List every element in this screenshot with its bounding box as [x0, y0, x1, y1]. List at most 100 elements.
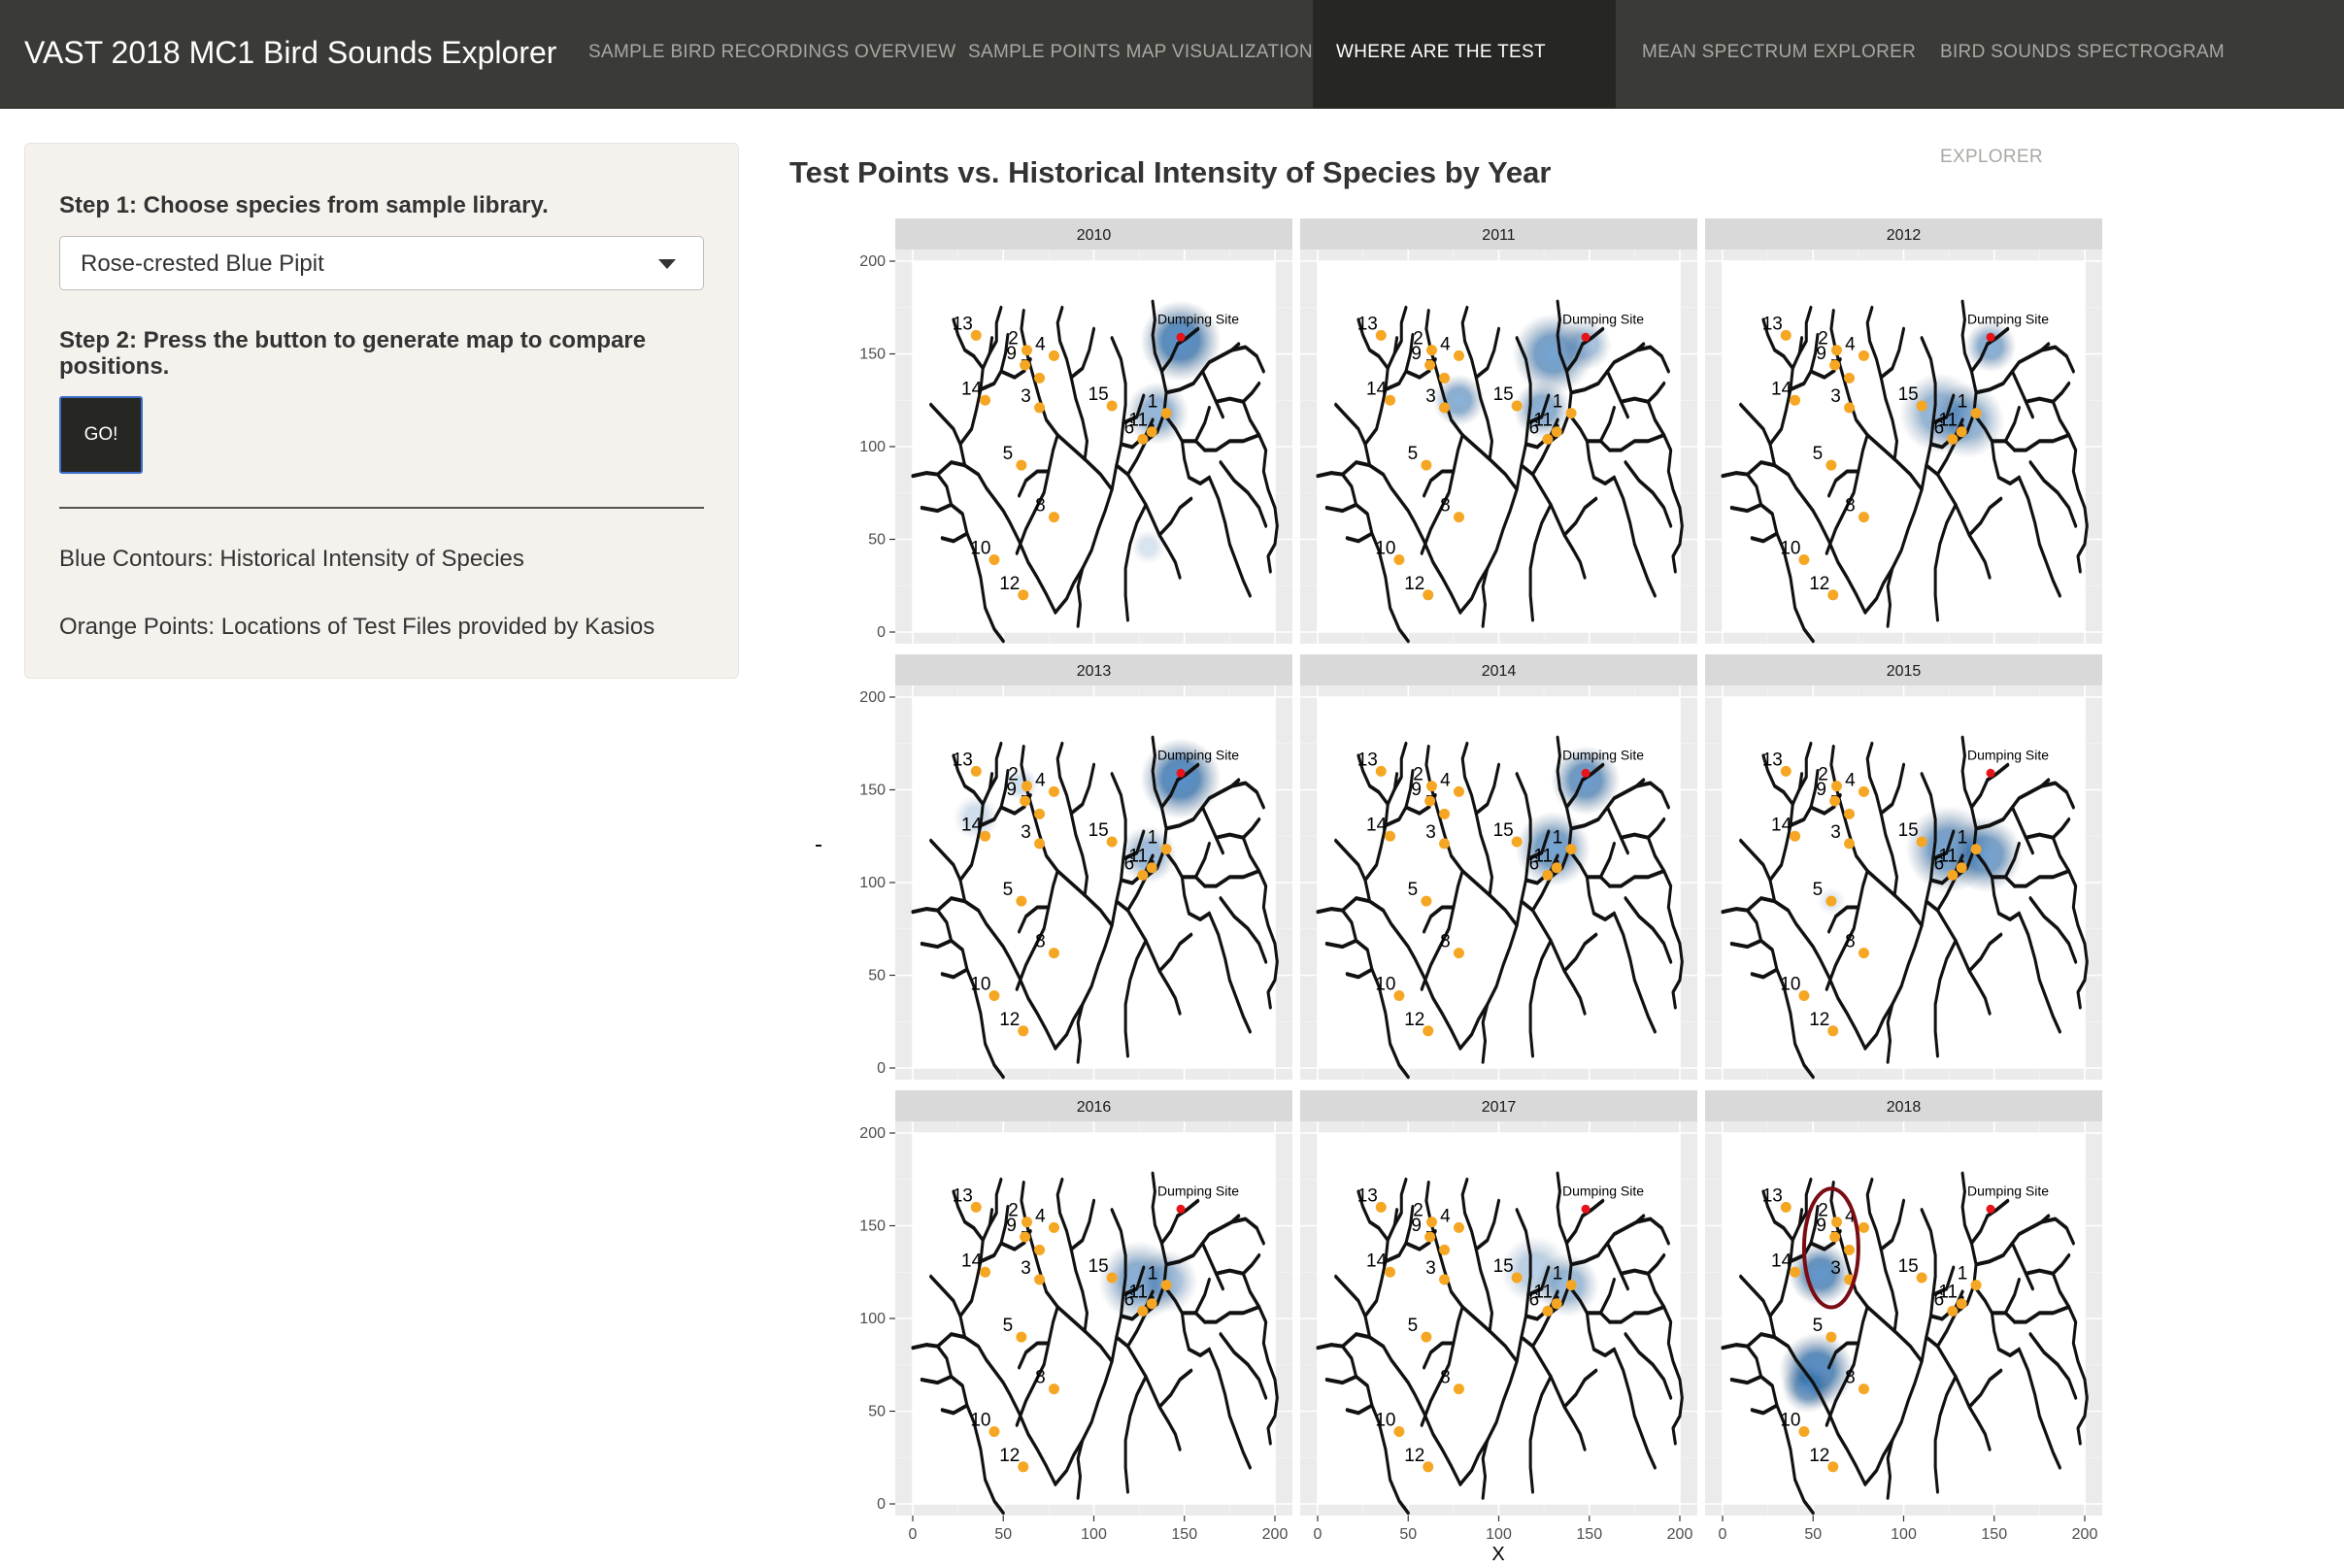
- test-point-label: 1: [1148, 392, 1158, 413]
- test-point: [1423, 1461, 1434, 1473]
- test-point-label: 6: [1934, 853, 1945, 874]
- test-point-label: 10: [970, 539, 990, 559]
- test-point: [1439, 838, 1451, 850]
- intensity-contour: [1130, 529, 1166, 565]
- test-point: [1970, 1280, 1982, 1291]
- test-point: [1511, 400, 1523, 412]
- test-point-label: 15: [1088, 384, 1109, 405]
- test-point: [1947, 433, 1959, 445]
- map-background: [1318, 697, 1680, 1068]
- y-tick-label: 50: [868, 532, 886, 549]
- test-point-label: 13: [953, 750, 973, 770]
- y-tick-label: 200: [859, 1125, 886, 1142]
- test-point: [1453, 785, 1464, 797]
- test-point: [1830, 345, 1842, 356]
- test-point-label: 15: [1088, 820, 1109, 841]
- test-point: [1453, 1221, 1464, 1233]
- test-point: [1844, 838, 1856, 850]
- test-point: [1106, 1272, 1118, 1284]
- map-background: [1318, 1133, 1680, 1504]
- test-point-label: 6: [1934, 1289, 1945, 1310]
- test-point-label: 9: [1006, 344, 1017, 364]
- test-point: [1798, 990, 1810, 1002]
- dumping-site-label: Dumping Site: [1967, 311, 2049, 326]
- test-point: [970, 1201, 982, 1213]
- tab-sample-points-map-visualization[interactable]: SAMPLE POINTS MAP VISUALIZATION: [968, 42, 1313, 62]
- dumping-site-marker: [1986, 332, 1995, 342]
- test-point-label: 9: [1411, 780, 1422, 800]
- tab-bird-sounds-spectrogram-explorer[interactable]: BIRD SOUNDS SPECTROGRAM EXPLORER: [1940, 42, 2225, 167]
- facet-strip: [1300, 218, 1697, 250]
- test-point: [1844, 808, 1856, 819]
- test-point-label: 6: [1529, 1289, 1540, 1310]
- test-point: [1565, 408, 1577, 419]
- test-point: [970, 765, 982, 777]
- test-point: [1424, 795, 1436, 807]
- test-point: [1137, 433, 1149, 445]
- map-background: [913, 1133, 1275, 1504]
- step2-label: Step 2: Press the button to generate map…: [59, 327, 647, 380]
- go-button[interactable]: GO!: [59, 396, 143, 474]
- sidebar-panel: Step 1: Choose species from sample libra…: [24, 143, 739, 679]
- test-point-label: 1: [1148, 1264, 1158, 1284]
- y-tick-label: 0: [877, 1060, 886, 1077]
- test-point: [1106, 400, 1118, 412]
- x-tick-label: 0: [1314, 1526, 1323, 1543]
- test-point-label: 15: [1493, 384, 1514, 405]
- test-point-label: 14: [961, 379, 983, 399]
- test-point-label: 2: [1008, 765, 1019, 785]
- species-select[interactable]: Rose-crested Blue Pipit: [59, 236, 704, 290]
- test-point-label: 11: [1533, 847, 1553, 867]
- test-point-label: 5: [1003, 880, 1014, 900]
- test-point: [1542, 433, 1554, 445]
- test-point: [1160, 408, 1172, 419]
- test-point-label: 13: [1357, 314, 1378, 334]
- test-point: [1453, 1384, 1464, 1395]
- test-point: [1393, 990, 1405, 1002]
- y-tick-label: 100: [859, 875, 886, 891]
- test-point: [1916, 1272, 1927, 1284]
- test-point-label: 1: [1553, 828, 1563, 849]
- test-point: [1016, 459, 1027, 471]
- test-point: [1790, 1266, 1801, 1278]
- test-point: [1439, 1244, 1451, 1255]
- test-point: [1542, 1305, 1554, 1317]
- test-point: [988, 554, 1000, 566]
- test-point-label: 9: [1006, 780, 1017, 800]
- facet-label: 2017: [1482, 1099, 1517, 1116]
- test-point: [1393, 554, 1405, 566]
- test-point: [1421, 895, 1432, 907]
- test-point-label: 4: [1845, 770, 1856, 790]
- test-point-label: 11: [1533, 1283, 1553, 1303]
- test-point: [1016, 1331, 1027, 1343]
- test-point: [1018, 1461, 1029, 1473]
- test-point: [1021, 1217, 1032, 1228]
- tab-sample-bird-recordings-overview[interactable]: SAMPLE BIRD RECORDINGS OVERVIEW: [588, 42, 956, 62]
- test-point: [988, 990, 1000, 1002]
- tab-mean-spectrum-explorer[interactable]: MEAN SPECTRUM EXPLORER: [1642, 42, 1917, 62]
- navbar: VAST 2018 MC1 Bird Sounds Explorer SAMPL…: [0, 0, 2344, 167]
- test-point: [1956, 1298, 1967, 1310]
- test-point-label: 11: [1128, 411, 1148, 431]
- tab-where-are-the-test-birds[interactable]: WHERE ARE THE TEST BIRDS?: [1313, 0, 1616, 167]
- test-point-label: 5: [1003, 1316, 1014, 1336]
- test-point-label: 12: [1404, 1010, 1424, 1030]
- test-point-label: 6: [1529, 853, 1540, 874]
- test-point: [1393, 1426, 1405, 1438]
- test-point: [1385, 394, 1396, 406]
- dumping-site-label: Dumping Site: [1562, 311, 1644, 326]
- test-point-label: 3: [1021, 1258, 1031, 1279]
- test-point-label: 14: [961, 1251, 983, 1271]
- test-point: [1825, 459, 1837, 471]
- test-point: [1551, 426, 1562, 438]
- y-tick-label: 50: [868, 968, 886, 984]
- test-point: [1137, 1305, 1149, 1317]
- test-point-label: 3: [1425, 386, 1436, 407]
- test-point-label: 8: [1845, 496, 1856, 517]
- test-point-label: 14: [1771, 379, 1792, 399]
- app-title[interactable]: VAST 2018 MC1 Bird Sounds Explorer: [24, 35, 557, 70]
- test-point-label: 13: [1762, 1185, 1783, 1206]
- test-point-label: 10: [970, 1411, 990, 1431]
